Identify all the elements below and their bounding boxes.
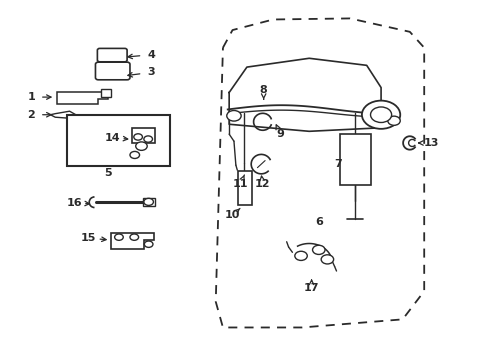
Polygon shape [111, 233, 154, 249]
Circle shape [143, 136, 152, 142]
Circle shape [114, 234, 123, 240]
Text: 1: 1 [27, 92, 35, 102]
Circle shape [130, 152, 139, 158]
Text: 17: 17 [303, 283, 319, 293]
Text: 2: 2 [27, 110, 35, 120]
Bar [340, 134, 371, 185]
Text: 4: 4 [147, 50, 155, 60]
Circle shape [134, 134, 142, 140]
Polygon shape [57, 92, 108, 104]
Bar [67, 115, 170, 166]
Text: 11: 11 [232, 179, 248, 189]
Text: 16: 16 [66, 198, 82, 208]
Circle shape [144, 241, 153, 247]
Text: 12: 12 [254, 179, 270, 189]
Circle shape [294, 251, 306, 260]
Circle shape [130, 234, 138, 240]
Bar [101, 89, 111, 97]
Circle shape [136, 142, 147, 150]
Bar [132, 128, 155, 143]
Text: 13: 13 [423, 138, 438, 148]
Circle shape [143, 198, 153, 206]
Text: 14: 14 [105, 133, 120, 143]
FancyBboxPatch shape [95, 62, 130, 80]
Circle shape [361, 100, 399, 129]
Bar [142, 198, 155, 207]
Text: 6: 6 [314, 217, 322, 227]
Text: 10: 10 [224, 210, 240, 220]
Bar [238, 171, 251, 205]
Circle shape [370, 107, 391, 122]
Circle shape [312, 245, 325, 255]
Text: 9: 9 [276, 129, 284, 139]
Text: 8: 8 [259, 85, 267, 95]
Text: 3: 3 [147, 67, 155, 77]
Text: 15: 15 [81, 233, 96, 243]
Text: 7: 7 [333, 159, 341, 169]
Polygon shape [50, 111, 76, 118]
Circle shape [321, 255, 333, 264]
Circle shape [226, 111, 241, 121]
Text: 5: 5 [104, 168, 111, 178]
FancyBboxPatch shape [97, 48, 127, 62]
Circle shape [387, 116, 399, 125]
